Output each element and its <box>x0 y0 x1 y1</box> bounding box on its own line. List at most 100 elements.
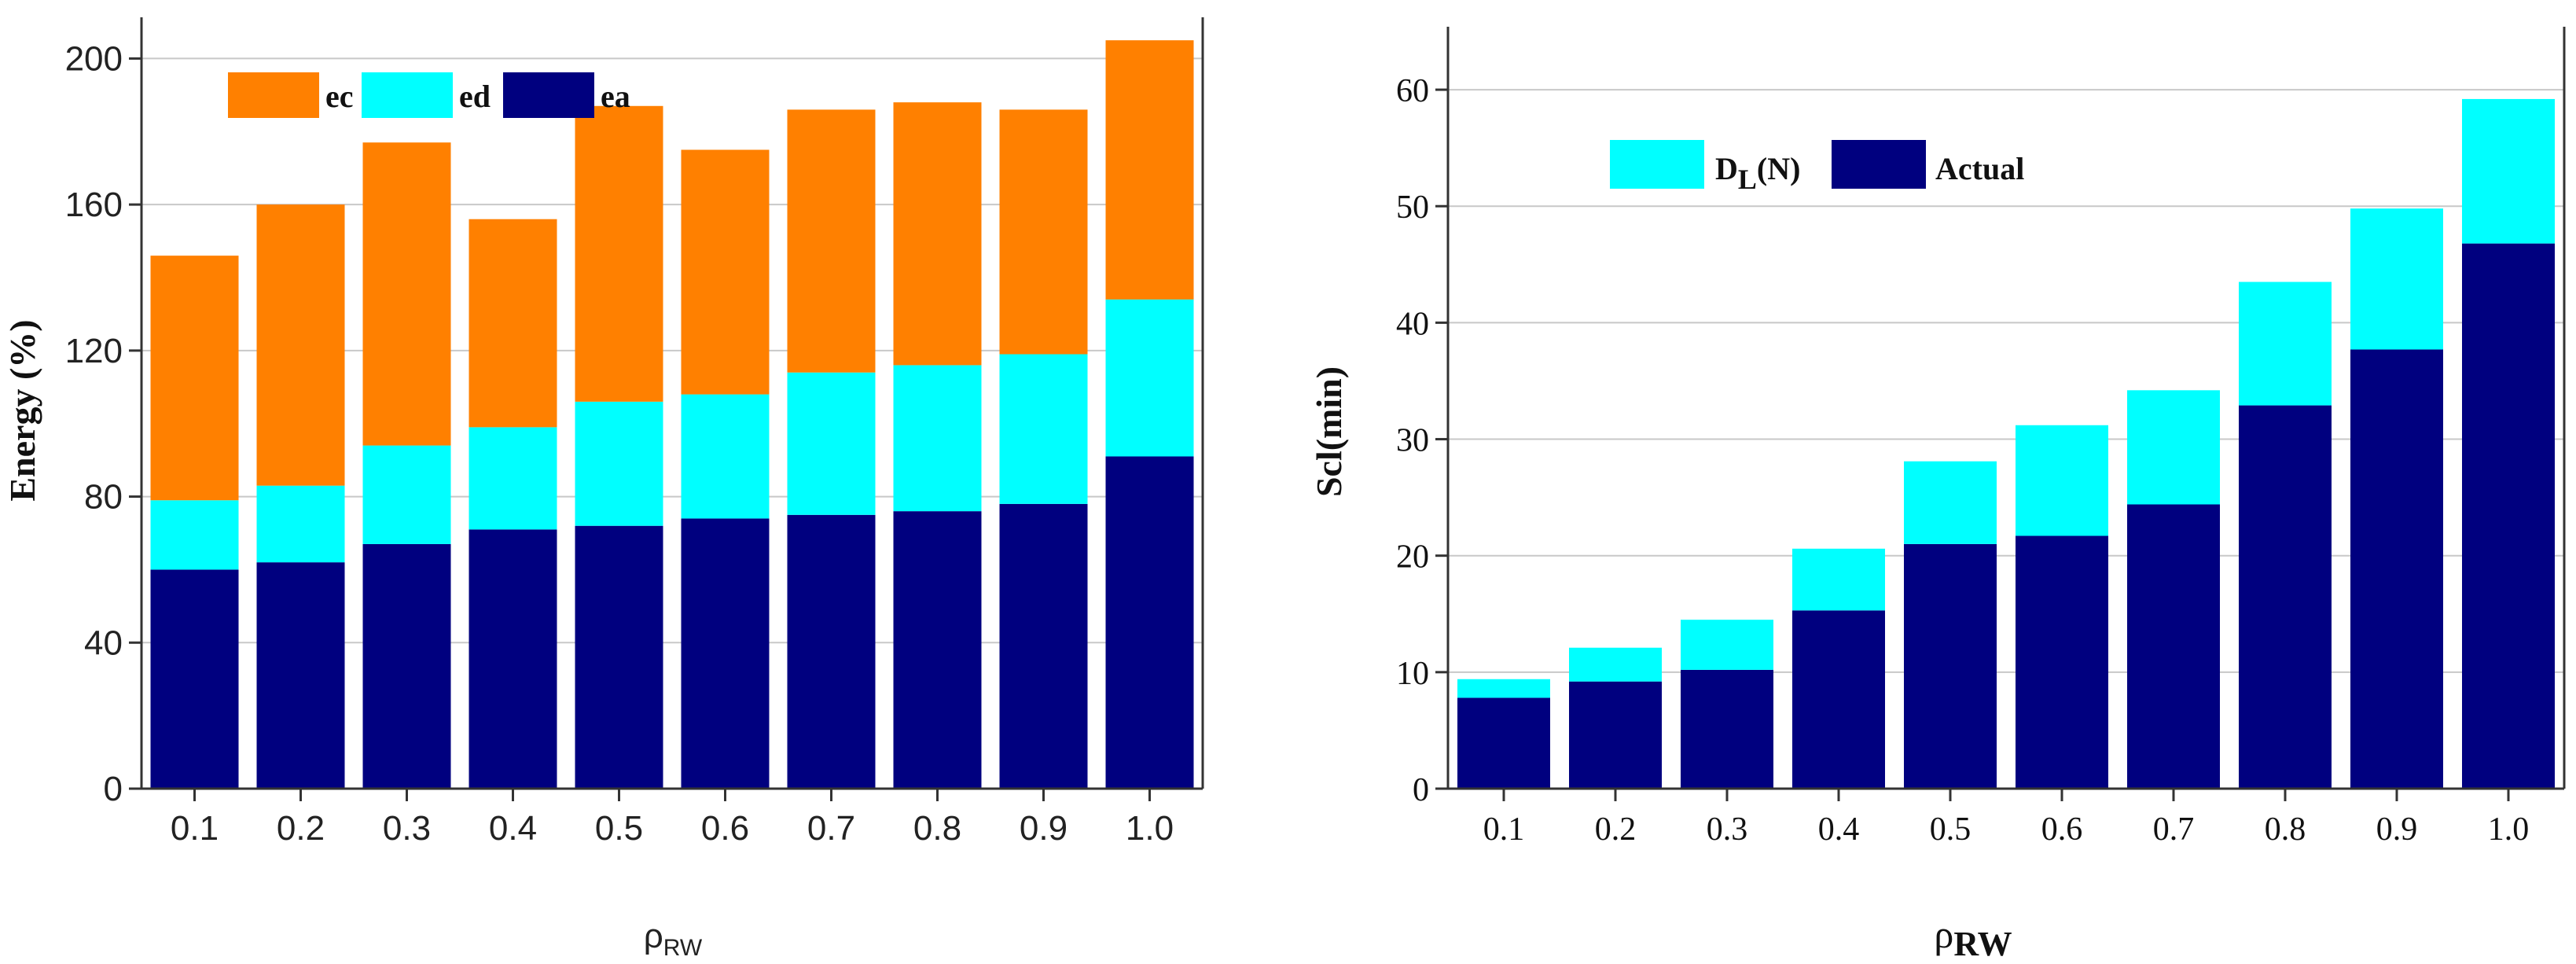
scl-bar-d-l-n--0.1 <box>1457 679 1550 698</box>
scl-x-tick-label: 1.0 <box>2488 811 2530 848</box>
energy-y-tick-label: 0 <box>104 770 123 808</box>
energy-x-tick-label: 0.6 <box>701 809 749 848</box>
scl-x-tick-label: 0.5 <box>1930 811 1972 848</box>
scl-y-ticks: 0 10 20 30 40 50 60 <box>1396 73 1429 808</box>
energy-x-tick-label: 0.5 <box>595 809 643 848</box>
energy-bar-ea-0.2 <box>256 562 345 789</box>
energy-bar-ec-0.3 <box>362 142 451 446</box>
scl-y-axis-label: Scl(min) <box>1309 366 1349 497</box>
scl-legend-swatch-actual <box>1832 140 1926 189</box>
scl-legend-label-actual: Actual <box>1935 151 2024 186</box>
energy-x-ticks: 0.1 0.2 0.3 0.4 0.5 0.6 0.7 0.8 0.9 1.0 <box>171 809 1174 848</box>
energy-legend-label-ed: ed <box>459 79 491 114</box>
scl-bar-d-l-n--0.2 <box>1569 647 1662 682</box>
scl-x-axis-label: ρRW <box>1934 912 2012 963</box>
scl-legend-label-dl-main: D <box>1715 151 1738 186</box>
energy-bar-ec-0.5 <box>575 105 663 402</box>
scl-bar-actual-0.3 <box>1681 669 1773 789</box>
energy-bar-ea-0.4 <box>469 529 557 789</box>
energy-x-tick-label: 0.9 <box>1020 809 1068 848</box>
energy-y-tick-label: 120 <box>65 332 123 370</box>
scl-x-tick-label: 0.3 <box>1707 811 1748 848</box>
energy-bar-ea-0.3 <box>362 543 451 789</box>
scl-x-ticks: 0.1 0.2 0.3 0.4 0.5 0.6 0.7 0.8 0.9 1.0 <box>1483 811 2530 848</box>
scl-bar-actual-0.9 <box>2350 349 2443 789</box>
energy-x-tick-label: 0.4 <box>489 809 537 848</box>
scl-bar-actual-0.7 <box>2127 504 2220 789</box>
energy-bar-ea-0.5 <box>575 525 663 789</box>
energy-x-tick-label: 0.8 <box>913 809 961 848</box>
scl-legend-swatch-dl <box>1610 140 1704 189</box>
energy-bar-ed-0.6 <box>681 394 770 519</box>
energy-x-tick-label: 1.0 <box>1126 809 1174 848</box>
energy-bar-ec-0.4 <box>469 219 557 428</box>
energy-bar-ed-0.4 <box>469 427 557 530</box>
scl-legend-label-dl-suffix: (N) <box>1757 151 1801 186</box>
energy-y-tick-label: 40 <box>84 624 123 662</box>
energy-bar-ea-0.1 <box>150 569 239 789</box>
energy-axes <box>129 17 1204 801</box>
energy-y-tick-label: 160 <box>65 186 123 224</box>
energy-x-axis-label: ρRW <box>644 917 703 961</box>
energy-legend: ec ed ea <box>228 72 630 118</box>
energy-x-tick-label: 0.7 <box>807 809 855 848</box>
scl-bar-actual-0.5 <box>1904 543 1997 789</box>
energy-legend-label-ea: ea <box>601 79 630 114</box>
scl-bar-d-l-n--0.5 <box>1904 461 1997 544</box>
scl-y-tick-label: 30 <box>1396 423 1429 459</box>
scl-bar-actual-0.4 <box>1792 610 1885 789</box>
scl-bar-d-l-n--0.3 <box>1681 620 1773 670</box>
energy-y-axis-label: Energy (%) <box>2 319 42 501</box>
energy-bar-ea-0.6 <box>681 518 770 789</box>
scl-x-tick-label: 0.6 <box>2041 811 2083 848</box>
energy-bar-ec-0.2 <box>256 204 345 486</box>
energy-bar-ea-1.0 <box>1105 456 1194 789</box>
energy-bar-ea-0.9 <box>999 503 1088 789</box>
energy-legend-swatch-ed <box>362 72 453 118</box>
energy-bar-ec-0.6 <box>681 149 770 395</box>
energy-x-axis-label-sub: RW <box>663 935 703 961</box>
scl-x-tick-label: 0.9 <box>2376 811 2418 848</box>
scl-x-axis-label-sub: RW <box>1953 925 2012 963</box>
energy-bar-ed-0.7 <box>787 372 876 515</box>
energy-x-tick-label: 0.2 <box>277 809 325 848</box>
scl-y-tick-label: 40 <box>1396 306 1429 342</box>
energy-legend-swatch-ea <box>503 72 594 118</box>
scl-bar-d-l-n--0.4 <box>1792 548 1885 611</box>
energy-legend-label-ec: ec <box>325 79 354 114</box>
energy-bars <box>150 40 1194 789</box>
scl-bar-d-l-n--0.8 <box>2239 281 2332 406</box>
energy-bar-ec-0.1 <box>150 256 239 501</box>
scl-legend: DL(N) Actual <box>1610 140 2024 195</box>
scl-legend-label-dl-sub: L <box>1738 164 1757 195</box>
scl-y-tick-label: 0 <box>1413 772 1429 808</box>
energy-bar-ec-0.9 <box>999 109 1088 355</box>
scl-y-tick-label: 20 <box>1396 539 1429 576</box>
energy-bar-ed-1.0 <box>1105 299 1194 457</box>
scl-bars <box>1457 98 2555 789</box>
energy-x-tick-label: 0.3 <box>383 809 431 848</box>
scl-x-tick-label: 0.4 <box>1818 811 1860 848</box>
scl-y-tick-label: 10 <box>1396 656 1429 692</box>
energy-y-ticks: 0 40 80 120 160 200 <box>65 39 123 808</box>
scl-axes <box>1435 27 2566 801</box>
energy-bar-ec-0.7 <box>787 109 876 373</box>
scl-y-tick-label: 50 <box>1396 189 1429 226</box>
scl-bar-d-l-n--0.6 <box>2016 425 2108 536</box>
energy-bar-ea-0.7 <box>787 514 876 789</box>
scl-bar-d-l-n--0.9 <box>2350 208 2443 350</box>
energy-bar-ed-0.5 <box>575 401 663 526</box>
scl-x-tick-label: 0.2 <box>1595 811 1637 848</box>
scl-bar-d-l-n--0.7 <box>2127 390 2220 505</box>
energy-x-tick-label: 0.1 <box>171 809 219 848</box>
energy-bar-ea-0.8 <box>893 511 982 789</box>
scl-x-tick-label: 0.1 <box>1483 811 1525 848</box>
scl-bar-actual-0.6 <box>2016 535 2108 789</box>
scl-bar-actual-0.8 <box>2239 405 2332 789</box>
energy-bar-ed-0.2 <box>256 485 345 563</box>
energy-bar-ed-0.3 <box>362 445 451 544</box>
energy-bar-ec-0.8 <box>893 102 982 366</box>
